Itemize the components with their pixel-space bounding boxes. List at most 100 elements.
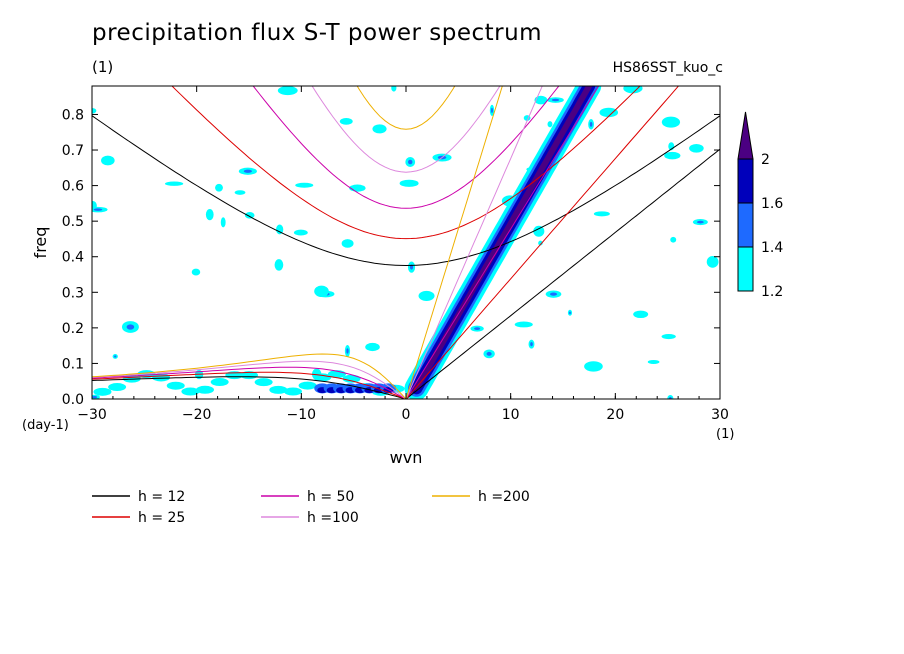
noise-blob: [533, 225, 545, 237]
legend-label: h = 25: [138, 510, 185, 526]
chart-subtitle: (1): [92, 58, 114, 76]
noise-blob-core: [474, 327, 481, 330]
legend-label: h = 12: [138, 489, 185, 505]
y-axis-unit: (day-1): [22, 418, 69, 433]
y-tick-label: 0.2: [62, 321, 84, 337]
noise-blob: [670, 236, 677, 243]
noise-blob: [164, 181, 184, 186]
y-tick-label: 0.6: [62, 179, 84, 195]
noise-blob-core: [550, 292, 558, 296]
noise-blob: [365, 342, 380, 352]
noise-blob: [623, 86, 643, 94]
noise-blob: [276, 224, 284, 235]
noise-blob-core: [346, 348, 349, 354]
noise-blob-core: [668, 396, 672, 399]
noise-blob-core: [93, 208, 103, 211]
chart-title: precipitation flux S-T power spectrum: [92, 20, 543, 46]
noise-blob: [706, 256, 719, 268]
colorbar-label: 1.6: [761, 196, 783, 212]
noise-blob: [514, 321, 533, 328]
low-freq-blob: [181, 387, 200, 396]
colorbar-label: 1.4: [761, 240, 783, 256]
noise-blob: [274, 259, 284, 271]
low-freq-blob: [254, 378, 273, 387]
y-axis-label: freq: [31, 227, 50, 259]
low-freq-blob: [93, 387, 112, 396]
peak-band-level-4: [413, 86, 593, 392]
low-freq-blob: [298, 381, 317, 390]
noise-blob-core: [569, 311, 571, 315]
noise-blob: [293, 229, 308, 236]
y-tick-label: 0.4: [62, 250, 84, 266]
noise-blob-core: [126, 324, 135, 330]
kelvin-curve: [405, 148, 720, 399]
noise-blob-core: [491, 107, 493, 113]
inertia-gravity-curve: [92, 115, 720, 267]
y-tick-label: 0.0: [62, 392, 84, 408]
low-freq-blob: [342, 374, 361, 383]
noise-blob: [277, 86, 298, 96]
kelvin-curve: [405, 86, 543, 399]
noise-blob: [391, 86, 397, 92]
colorbar-swatch: [737, 246, 754, 292]
colorbar-arrow: [737, 111, 754, 160]
noise-blob: [205, 209, 214, 221]
colorbar-label: 1.2: [761, 284, 783, 300]
inertia-gravity-curve: [311, 86, 501, 173]
x-tick-label: 30: [711, 407, 729, 423]
noise-blob: [647, 359, 660, 364]
noise-blob: [593, 211, 610, 217]
inertia-gravity-curve: [356, 86, 456, 130]
low-freq-blob: [196, 385, 215, 394]
noise-blob: [418, 290, 435, 301]
x-tick-label: −20: [182, 407, 212, 423]
x-tick-label: 20: [606, 407, 624, 423]
x-tick-label: 0: [402, 407, 411, 423]
noise-blob: [633, 310, 649, 319]
inertia-gravity-curve: [252, 86, 560, 209]
noise-blob-core: [408, 159, 413, 165]
noise-blob-core: [697, 220, 704, 224]
legend-label: h =200: [478, 489, 530, 505]
low-freq-blob: [166, 381, 185, 390]
dispersion-curves: [92, 86, 720, 399]
noise-blob: [547, 121, 553, 128]
rossby-curve: [92, 371, 407, 399]
x-tick-label: 10: [502, 407, 520, 423]
colorbar-label: 2: [761, 152, 770, 168]
noise-blob-core: [486, 351, 492, 356]
low-freq-blob: [210, 378, 229, 387]
noise-blob: [191, 268, 201, 276]
legend-label: h = 50: [307, 489, 354, 505]
noise-blob: [661, 334, 676, 340]
noise-blob: [372, 124, 387, 134]
y-tick-label: 0.1: [62, 356, 84, 372]
noise-blob: [661, 116, 681, 128]
noise-blob: [101, 155, 115, 166]
noise-blob: [244, 211, 255, 219]
colorbar-swatch: [737, 158, 754, 204]
x-tick-label: −10: [287, 407, 317, 423]
x-tick-label: −30: [77, 407, 107, 423]
noise-blob: [220, 217, 226, 228]
noise-blob-core: [551, 98, 560, 102]
kelvin-curve: [405, 86, 680, 399]
spectral-contour-field: [92, 86, 719, 399]
noise-blob: [92, 107, 97, 114]
noise-blob: [295, 182, 314, 188]
noise-blob: [584, 361, 603, 372]
noise-blob: [349, 184, 366, 192]
noise-blob: [664, 151, 681, 160]
noise-blob: [599, 107, 619, 118]
noise-blob: [538, 240, 543, 246]
kelvin-curve: [405, 86, 503, 399]
y-tick-label: 0.5: [62, 214, 84, 230]
rossby-curve: [92, 376, 407, 399]
noise-blob-core: [243, 169, 252, 173]
noise-blob: [314, 285, 329, 297]
noise-blob-core: [589, 121, 593, 127]
case-tag: HS86SST_kuo_c: [612, 60, 723, 76]
rossby-curve: [92, 360, 407, 399]
y-tick-label: 0.3: [62, 285, 84, 301]
